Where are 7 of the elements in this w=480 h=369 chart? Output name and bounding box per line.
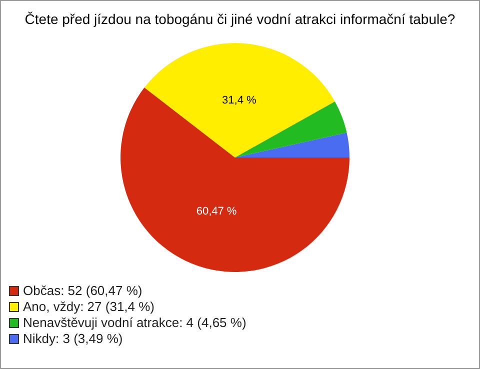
legend-label: Nenavštěvuji vodní atrakce: 4 (4,65 %) bbox=[22, 315, 246, 331]
legend-label: Nikdy: 3 (3,49 %) bbox=[22, 331, 124, 347]
chart-title: Čtete před jízdou na tobogánu či jiné vodní atrakci informační tabule? bbox=[24, 11, 456, 27]
legend-label: Ano, vždy: 27 (31,4 %) bbox=[22, 299, 156, 315]
data-label: 31,4 % bbox=[222, 94, 257, 106]
legend-label: Občas: 52 (60,47 %) bbox=[22, 283, 144, 299]
data-label: 60,47 % bbox=[196, 206, 237, 218]
